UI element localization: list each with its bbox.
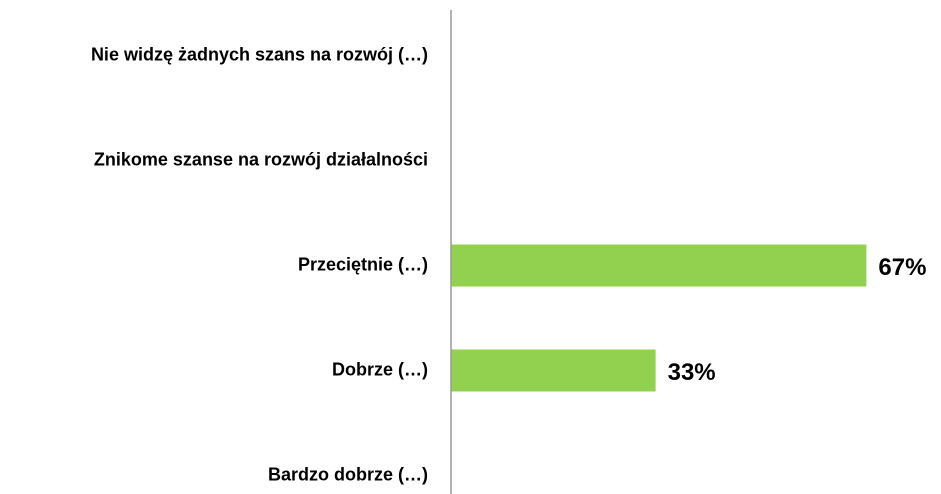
value-label: 67% [878, 254, 926, 281]
bar [451, 244, 867, 287]
category-label: Znikome szanse na rozwój działalności [94, 149, 428, 169]
category-label: Nie widzę żadnych szans na rozwój (…) [91, 44, 428, 64]
bar [451, 349, 656, 392]
category-label: Dobrze (…) [332, 359, 428, 379]
category-label: Przeciętnie (…) [298, 254, 428, 274]
category-label: Bardzo dobrze (…) [268, 464, 428, 484]
value-label: 33% [668, 359, 716, 386]
